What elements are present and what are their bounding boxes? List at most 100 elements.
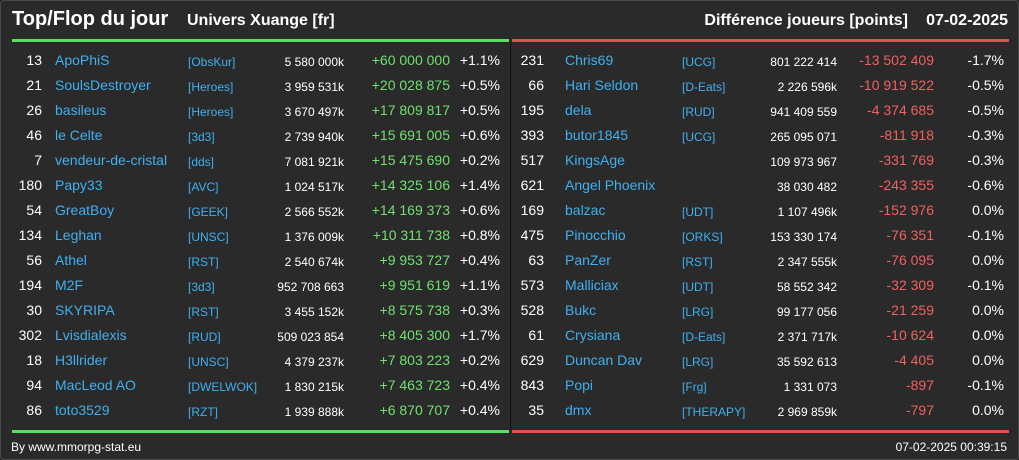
- player-name-link[interactable]: H3llrider: [55, 352, 108, 368]
- player-points: 2 371 717k: [777, 330, 837, 344]
- player-name-link[interactable]: Angel Phoenix: [565, 177, 656, 193]
- flop-list: 231 Chris69 [UCG] 801 222 414 -13 502 409 -1.…: [512, 48, 1009, 423]
- guild-tag-link[interactable]: [dds]: [188, 155, 215, 169]
- guild-tag-link[interactable]: [D-Eats]: [682, 330, 726, 344]
- player-name-link[interactable]: Chris69: [565, 52, 614, 68]
- top-panel-bottom-border: [12, 430, 509, 433]
- guild-tag-link[interactable]: [UCG]: [682, 130, 716, 144]
- player-name-link[interactable]: vendeur-de-cristal: [55, 152, 168, 168]
- points-difference: -76 095: [886, 252, 934, 268]
- player-points: 509 023 854: [277, 330, 344, 344]
- header: Top/Flop du jour Univers Xuange [fr] Dif…: [1, 1, 1018, 41]
- guild-tag-link[interactable]: [UNSC]: [188, 230, 229, 244]
- guild-tag-link[interactable]: [Heroes]: [188, 80, 234, 94]
- player-name-link[interactable]: balzac: [565, 202, 606, 218]
- guild-tag-link[interactable]: [RST]: [188, 255, 219, 269]
- player-name-link[interactable]: Pinocchio: [565, 227, 626, 243]
- flop-row: 573 Malliciax [UDT] 58 552 342 -32 309 -0.1%: [512, 273, 1009, 298]
- guild-tag-link[interactable]: [Frg]: [682, 380, 707, 394]
- percent-change: +0.6%: [459, 202, 500, 218]
- player-rank: 26: [26, 102, 42, 118]
- player-points: 2 540 674k: [284, 255, 344, 269]
- player-name-link[interactable]: Papy33: [55, 177, 103, 193]
- player-name-link[interactable]: SoulsDestroyer: [55, 77, 151, 93]
- player-name-link[interactable]: butor1845: [565, 127, 629, 143]
- player-points: 35 592 613: [776, 355, 837, 369]
- player-name-link[interactable]: Popi: [565, 377, 594, 393]
- player-name-link[interactable]: M2F: [55, 277, 83, 293]
- guild-tag-link[interactable]: [D-Eats]: [682, 80, 726, 94]
- top-row: 180 Papy33 [AVC] 1 024 517k +14 325 106 +1.4%: [12, 173, 509, 198]
- player-name-link[interactable]: Leghan: [55, 227, 102, 243]
- player-name-link[interactable]: SKYRIPA: [55, 302, 115, 318]
- player-name-link[interactable]: Malliciax: [565, 277, 619, 293]
- points-difference: -331 769: [878, 152, 934, 168]
- guild-tag-link[interactable]: [Heroes]: [188, 105, 234, 119]
- guild-tag-link[interactable]: [3d3]: [188, 130, 215, 144]
- top-panel-top-border: [12, 39, 509, 42]
- guild-tag-link[interactable]: [RST]: [682, 255, 713, 269]
- player-name-link[interactable]: toto3529: [55, 402, 110, 418]
- player-rank: 517: [520, 152, 544, 168]
- player-name-link[interactable]: MacLeod AO: [55, 377, 136, 393]
- player-points: 3 670 497k: [284, 105, 344, 119]
- player-rank: 7: [34, 152, 42, 168]
- player-name-link[interactable]: Hari Seldon: [565, 77, 639, 93]
- player-name-link[interactable]: dmx: [565, 402, 592, 418]
- player-points: 265 095 071: [770, 130, 837, 144]
- guild-tag-link[interactable]: [GEEK]: [188, 205, 229, 219]
- percent-change: -0.3%: [967, 127, 1004, 143]
- guild-tag-link[interactable]: [UNSC]: [188, 355, 229, 369]
- guild-tag-link[interactable]: [LRG]: [682, 305, 714, 319]
- guild-tag-link[interactable]: [RUD]: [188, 330, 221, 344]
- player-name-link[interactable]: Bukc: [565, 302, 597, 318]
- percent-change: 0.0%: [972, 202, 1004, 218]
- player-name-link[interactable]: Athel: [55, 252, 87, 268]
- player-rank: 46: [26, 127, 42, 143]
- guild-tag-link[interactable]: [UCG]: [682, 55, 716, 69]
- guild-tag-link[interactable]: [LRG]: [682, 355, 714, 369]
- player-name-link[interactable]: PanZer: [565, 252, 611, 268]
- guild-tag-link[interactable]: [3d3]: [188, 280, 215, 294]
- guild-tag-link[interactable]: [UDT]: [682, 205, 714, 219]
- player-rank: 231: [520, 52, 544, 68]
- guild-tag-link[interactable]: [ObsKur]: [188, 55, 236, 69]
- guild-tag-link[interactable]: [RST]: [188, 305, 219, 319]
- guild-tag-link[interactable]: [ORKS]: [682, 230, 723, 244]
- percent-change: +0.2%: [459, 152, 500, 168]
- top-row: 94 MacLeod AO [DWELWOK] 1 830 215k +7 463 72…: [12, 373, 509, 398]
- player-name-link[interactable]: basileus: [55, 102, 107, 118]
- guild-tag-link[interactable]: [THERAPY]: [682, 405, 746, 419]
- player-points: 153 330 174: [770, 230, 837, 244]
- guild-tag-link[interactable]: [RZT]: [188, 405, 218, 419]
- flop-row: 517 KingsAge 109 973 967 -331 769 -0.3%: [512, 148, 1009, 173]
- player-name-link[interactable]: ApoPhiS: [55, 52, 110, 68]
- flop-row: 528 Bukc [LRG] 99 177 056 -21 259 0.0%: [512, 298, 1009, 323]
- top-row: 46 le Celte [3d3] 2 739 940k +15 691 005 +0.6…: [12, 123, 509, 148]
- guild-tag-link[interactable]: [DWELWOK]: [188, 380, 258, 394]
- points-difference: +14 325 106: [371, 177, 450, 193]
- player-name-link[interactable]: dela: [565, 102, 592, 118]
- guild-tag-link[interactable]: [AVC]: [188, 180, 219, 194]
- player-name-link[interactable]: Crysiana: [565, 327, 621, 343]
- percent-change: +1.1%: [459, 52, 500, 68]
- top-row: 30 SKYRIPA [RST] 3 455 152k +8 575 738 +0.3%: [12, 298, 509, 323]
- player-points: 3 455 152k: [284, 305, 344, 319]
- footer-source: By www.mmorpg-stat.eu: [11, 440, 142, 454]
- player-points: 3 959 531k: [284, 80, 344, 94]
- guild-tag-link[interactable]: [RUD]: [682, 105, 715, 119]
- player-points: 2 226 596k: [777, 80, 837, 94]
- top-row: 13 ApoPhiS [ObsKur] 5 580 000k +60 000 000 +1…: [12, 48, 509, 73]
- flop-row: 629 Duncan Dav [LRG] 35 592 613 -4 405 0.0%: [512, 348, 1009, 373]
- guild-tag-link[interactable]: [UDT]: [682, 280, 714, 294]
- top-row: 56 Athel [RST] 2 540 674k +9 953 727 +0.4%: [12, 248, 509, 273]
- player-name-link[interactable]: Duncan Dav: [565, 352, 643, 368]
- player-name-link[interactable]: GreatBoy: [55, 202, 115, 218]
- player-rank: 61: [528, 327, 544, 343]
- player-name-link[interactable]: KingsAge: [565, 152, 625, 168]
- player-name-link[interactable]: Lvisdialexis: [55, 327, 127, 343]
- player-points: 1 107 496k: [777, 205, 837, 219]
- player-name-link[interactable]: le Celte: [55, 127, 103, 143]
- flop-row: 621 Angel Phoenix 38 030 482 -243 355 -0.6%: [512, 173, 1009, 198]
